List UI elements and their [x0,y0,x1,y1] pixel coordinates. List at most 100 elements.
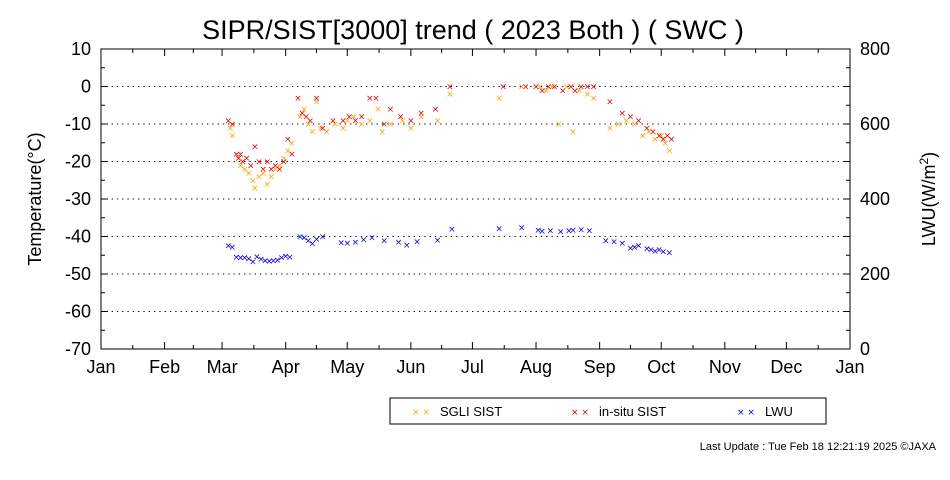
point-lwu: × [518,224,526,234]
y2-tick-label: 800 [860,39,890,59]
point-sgli-sist: × [323,128,331,138]
x-tick-label: Aug [520,357,552,377]
point-in-situ-sist: × [233,150,241,160]
y2-tick-label: 200 [860,264,890,284]
point-lwu: × [352,238,360,248]
point-sgli-sist: × [251,184,259,194]
point-sgli-sist: × [378,128,386,138]
axis-ticks [100,48,851,350]
point-lwu: × [261,257,269,267]
point-sgli-sist: × [606,124,614,134]
point-sgli-sist: × [339,124,347,134]
point-sgli-sist: × [343,116,351,126]
point-sgli-sist: × [590,94,598,104]
tick-labels: 100-10-20-30-40-50-60-708006004002000Jan… [65,39,890,377]
point-lwu: × [249,258,257,268]
point-sgli-sist: × [245,169,253,179]
point-in-situ-sist: × [659,135,667,145]
point-sgli-sist: × [276,161,284,171]
point-lwu: × [413,237,421,247]
legend-label: SGLI SIST [440,404,502,419]
point-lwu: × [270,257,278,267]
point-sgli-sist: × [639,131,647,141]
point-lwu: × [569,226,577,236]
point-in-situ-sist: × [366,94,374,104]
point-sgli-sist: × [555,120,563,130]
point-in-situ-sist: × [655,131,663,141]
point-in-situ-sist: × [627,113,635,123]
point-in-situ-sist: × [239,158,247,168]
point-in-situ-sist: × [635,116,643,126]
point-in-situ-sist: × [545,83,553,93]
point-lwu: × [577,225,585,235]
point-lwu: × [659,248,667,258]
legend-box [389,397,827,425]
point-sgli-sist: × [387,120,395,130]
x-tick-label: Jan [86,357,115,377]
data-points: ××××××××××××××××××××××××× ×××× ×××× ××× ×× ××… [224,83,675,268]
point-lwu: × [274,256,282,266]
point-sgli-sist: × [331,120,339,130]
y2-tick-label: 600 [860,114,890,134]
point-lwu: × [304,237,312,247]
point-in-situ-sist: × [263,158,271,168]
y-tick-label: 0 [81,77,91,97]
legend: × × SGLI SIST × × in-situ SIST × × LWU [389,397,827,425]
point-in-situ-sist: × [339,116,347,126]
point-lwu: × [557,227,565,237]
point-lwu: × [610,237,618,247]
point-lwu: × [618,239,626,249]
point-sgli-sist: × [272,165,280,175]
point-in-situ-sist: × [319,124,327,134]
y2-tick-label: 400 [860,189,890,209]
point-sgli-sist: × [235,154,243,164]
point-in-situ-sist: × [276,165,284,175]
point-sgli-sist: × [631,120,639,130]
point-lwu: × [534,226,542,236]
point-sgli-sist: × [309,128,317,138]
point-sgli-sist: × [259,169,267,179]
point-in-situ-sist: × [397,113,405,123]
point-lwu: × [666,248,674,258]
point-sgli-sist: × [651,135,659,145]
point-lwu: × [224,242,232,252]
point-in-situ-sist: × [538,86,546,96]
point-sgli-sist: × [657,131,665,141]
legend-marker: × × [737,408,755,418]
point-lwu: × [257,255,265,265]
y2-axis-title: LWU(W/m2) [917,152,939,246]
point-sgli-sist: × [434,116,442,126]
y-tick-label: -50 [65,264,91,284]
point-in-situ-sist: × [643,124,651,134]
point-in-situ-sist: × [284,135,292,145]
point-sgli-sist: × [518,83,526,93]
point-sgli-sist: × [495,94,503,104]
point-lwu: × [538,227,546,237]
point-sgli-sist: × [229,131,237,141]
point-sgli-sist: × [304,120,312,130]
point-sgli-sist: × [300,105,308,115]
y-tick-label: -60 [65,302,91,322]
point-in-situ-sist: × [446,83,454,93]
point-sgli-sist: × [569,128,577,138]
point-sgli-sist: × [263,180,271,190]
point-sgli-sist: × [575,86,583,96]
point-lwu: × [296,233,304,243]
point-lwu: × [602,236,610,246]
point-lwu: × [313,235,321,245]
point-lwu: × [651,247,659,257]
y-axis-title: Temperature(°C) [25,132,45,265]
point-in-situ-sist: × [432,105,440,115]
point-in-situ-sist: × [259,165,267,175]
point-lwu: × [253,252,261,262]
point-in-situ-sist: × [668,135,676,145]
y-tick-label: -20 [65,152,91,172]
point-lwu: × [635,242,643,252]
point-lwu: × [547,227,555,237]
point-in-situ-sist: × [664,131,672,141]
point-in-situ-sist: × [302,113,310,123]
legend-label: in-situ SIST [599,404,666,419]
y-tick-label: -10 [65,114,91,134]
point-in-situ-sist: × [358,113,366,123]
